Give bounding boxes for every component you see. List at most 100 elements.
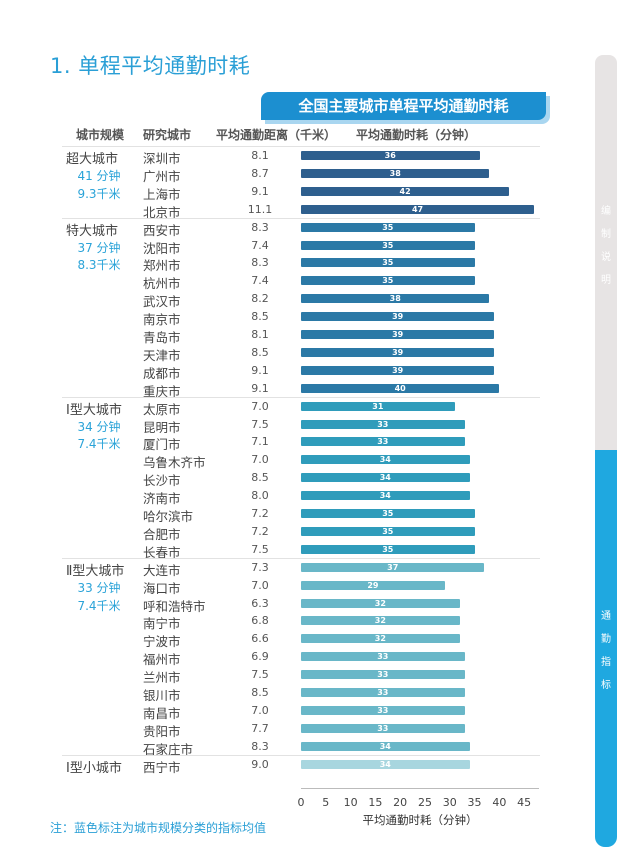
city-label: 上海市 bbox=[143, 186, 181, 202]
bar-value-label: 34 bbox=[379, 759, 391, 769]
bar bbox=[301, 670, 465, 680]
distance-value: 7.0 bbox=[251, 703, 269, 717]
bar bbox=[301, 723, 465, 733]
bar bbox=[301, 365, 495, 375]
bar-value-label: 35 bbox=[382, 509, 394, 518]
distance-value: 8.7 bbox=[251, 166, 269, 180]
bar-value-label: 33 bbox=[377, 688, 389, 697]
bar bbox=[301, 526, 475, 536]
header-tier: 城市规模 bbox=[76, 128, 125, 142]
section-title: 1. 单程平均通勤时耗 bbox=[50, 54, 251, 78]
footnote: 注：蓝色标注为城市规模分类的指标均值 bbox=[50, 821, 267, 835]
bar bbox=[301, 759, 470, 769]
city-label: 哈尔滨市 bbox=[143, 509, 194, 524]
tier-avg-distance: 7.4千米 bbox=[77, 598, 121, 613]
bar bbox=[301, 705, 465, 715]
distance-value: 6.3 bbox=[251, 596, 269, 610]
bar-value-label: 33 bbox=[377, 652, 389, 662]
distance-value: 8.5 bbox=[251, 471, 269, 485]
city-label: 合肥市 bbox=[143, 526, 181, 542]
side-tab-commute-label: 通勤指标 bbox=[601, 611, 611, 691]
tier-separator bbox=[62, 217, 540, 219]
bar bbox=[301, 473, 470, 483]
bar-value-label: 35 bbox=[382, 240, 394, 250]
bar-value-label: 35 bbox=[382, 526, 394, 536]
bar bbox=[301, 491, 470, 501]
distance-value: 7.5 bbox=[251, 417, 269, 431]
bar bbox=[301, 222, 475, 232]
side-tab-intro[interactable] bbox=[595, 55, 617, 450]
distance-value: 7.5 bbox=[251, 668, 269, 682]
distance-value: 8.3 bbox=[251, 256, 269, 270]
bar-value-label: 35 bbox=[382, 276, 394, 286]
distance-value: 9.1 bbox=[251, 381, 269, 395]
city-label: 西安市 bbox=[143, 222, 181, 238]
city-label: 厦门市 bbox=[143, 437, 181, 453]
distance-value: 8.1 bbox=[251, 149, 269, 162]
distance-value: 8.3 bbox=[251, 220, 269, 234]
x-tick-label: 20 bbox=[393, 796, 408, 809]
bar-value-label: 47 bbox=[411, 204, 424, 214]
city-label: 长沙市 bbox=[143, 473, 181, 489]
bar bbox=[301, 347, 495, 357]
x-tick-label: 45 bbox=[517, 796, 532, 809]
city-label: 济南市 bbox=[143, 491, 181, 507]
city-label: 南京市 bbox=[143, 312, 181, 328]
city-label: 北京市 bbox=[143, 204, 181, 220]
bar-value-label: 32 bbox=[374, 598, 386, 608]
distance-value: 8.2 bbox=[251, 292, 269, 306]
bar bbox=[301, 419, 465, 429]
bar-value-label: 33 bbox=[377, 419, 389, 429]
side-tab-commute[interactable] bbox=[595, 450, 617, 847]
bar bbox=[301, 204, 535, 214]
city-label: 兰州市 bbox=[143, 670, 181, 686]
bar bbox=[301, 562, 485, 572]
city-label: 长春市 bbox=[143, 544, 181, 560]
x-tick-label: 35 bbox=[467, 796, 482, 809]
tier-separator bbox=[62, 557, 540, 559]
city-label: 郑州市 bbox=[143, 258, 181, 274]
distance-value: 7.4 bbox=[251, 274, 269, 288]
bar-value-label: 29 bbox=[367, 580, 379, 590]
city-label: 天津市 bbox=[143, 347, 181, 363]
distance-value: 9.0 bbox=[251, 757, 269, 771]
city-label: 海口市 bbox=[143, 580, 181, 596]
tier-avg-time: 33 分钟 bbox=[77, 580, 121, 595]
bar-value-label: 39 bbox=[392, 330, 404, 339]
city-label: 昆明市 bbox=[143, 419, 181, 435]
bar-value-label: 34 bbox=[379, 473, 391, 483]
bar-value-label: 39 bbox=[392, 347, 404, 357]
bar bbox=[301, 580, 445, 590]
bar bbox=[301, 240, 475, 250]
bar bbox=[301, 634, 460, 644]
city-label: 银川市 bbox=[143, 688, 181, 703]
distance-value: 9.1 bbox=[251, 363, 269, 377]
x-tick-label: 0 bbox=[297, 796, 305, 809]
bar-value-label: 35 bbox=[382, 258, 394, 268]
distance-value: 7.3 bbox=[251, 560, 269, 574]
distance-value: 8.1 bbox=[251, 328, 269, 341]
tier-name: 超大城市 bbox=[66, 152, 119, 167]
bar bbox=[301, 509, 475, 518]
bar bbox=[301, 437, 465, 447]
bar-value-label: 38 bbox=[389, 294, 401, 304]
x-tick-label: 10 bbox=[343, 796, 358, 809]
distance-value: 7.0 bbox=[251, 399, 269, 413]
bar bbox=[301, 276, 475, 286]
city-label: 成都市 bbox=[143, 365, 181, 381]
tier-avg-distance: 8.3千米 bbox=[77, 258, 121, 273]
distance-value: 6.8 bbox=[251, 614, 269, 628]
city-label: 贵阳市 bbox=[143, 723, 181, 739]
city-label: 杭州市 bbox=[143, 276, 181, 292]
distance-value: 7.4 bbox=[251, 238, 269, 252]
bar bbox=[301, 294, 490, 304]
bar-value-label: 38 bbox=[389, 168, 401, 178]
distance-value: 11.1 bbox=[247, 202, 273, 216]
distance-value: 7.1 bbox=[251, 435, 269, 449]
bar bbox=[301, 186, 510, 196]
bar-value-label: 33 bbox=[377, 670, 389, 680]
bar bbox=[301, 544, 475, 554]
bar bbox=[301, 455, 470, 465]
bar-value-label: 40 bbox=[394, 383, 406, 393]
bar bbox=[301, 383, 500, 393]
